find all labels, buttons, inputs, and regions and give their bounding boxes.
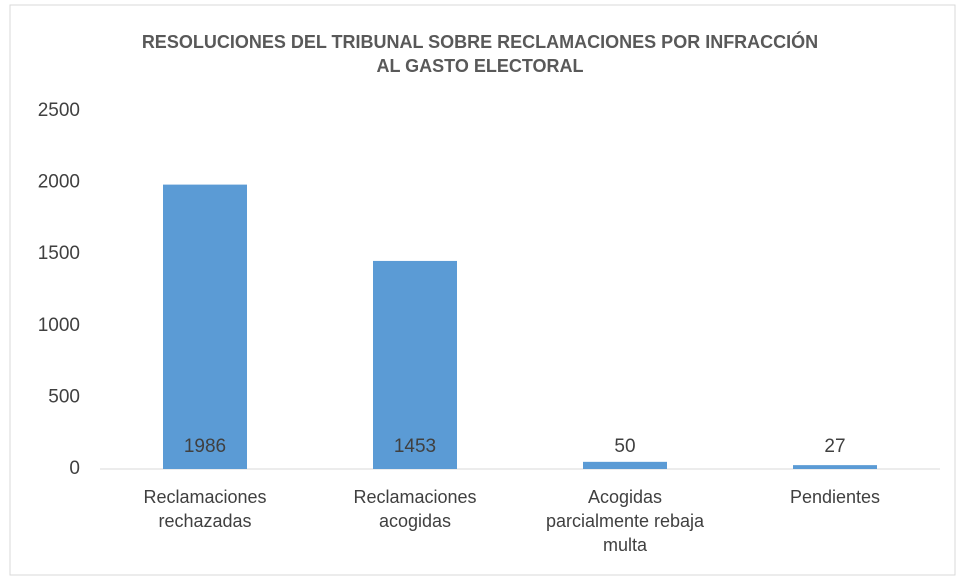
x-tick-label: Acogidas parcialmente rebaja multa xyxy=(545,487,705,555)
bar xyxy=(793,465,877,469)
bar xyxy=(373,260,457,469)
bar xyxy=(583,461,667,469)
data-label: 1453 xyxy=(394,436,436,457)
y-tick-label: 2500 xyxy=(38,100,80,121)
y-tick-label: 1500 xyxy=(38,243,80,264)
chart-title: RESOLUCIONES DEL TRIBUNAL SOBRE RECLAMAC… xyxy=(141,32,819,76)
y-tick-label: 1000 xyxy=(38,315,80,336)
x-tick-label: Reclamaciones rechazadas xyxy=(143,487,267,531)
y-tick-label: 0 xyxy=(69,458,80,479)
data-label: 1986 xyxy=(184,436,226,457)
y-tick-label: 2000 xyxy=(38,172,80,193)
bar xyxy=(163,184,247,469)
data-label: 27 xyxy=(824,436,845,457)
x-tick-label: Reclamaciones acogidas xyxy=(353,487,477,531)
x-tick-label: Pendientes xyxy=(789,487,881,507)
y-tick-label: 500 xyxy=(48,386,80,407)
chart-frame xyxy=(9,4,956,576)
data-label: 50 xyxy=(614,436,635,457)
